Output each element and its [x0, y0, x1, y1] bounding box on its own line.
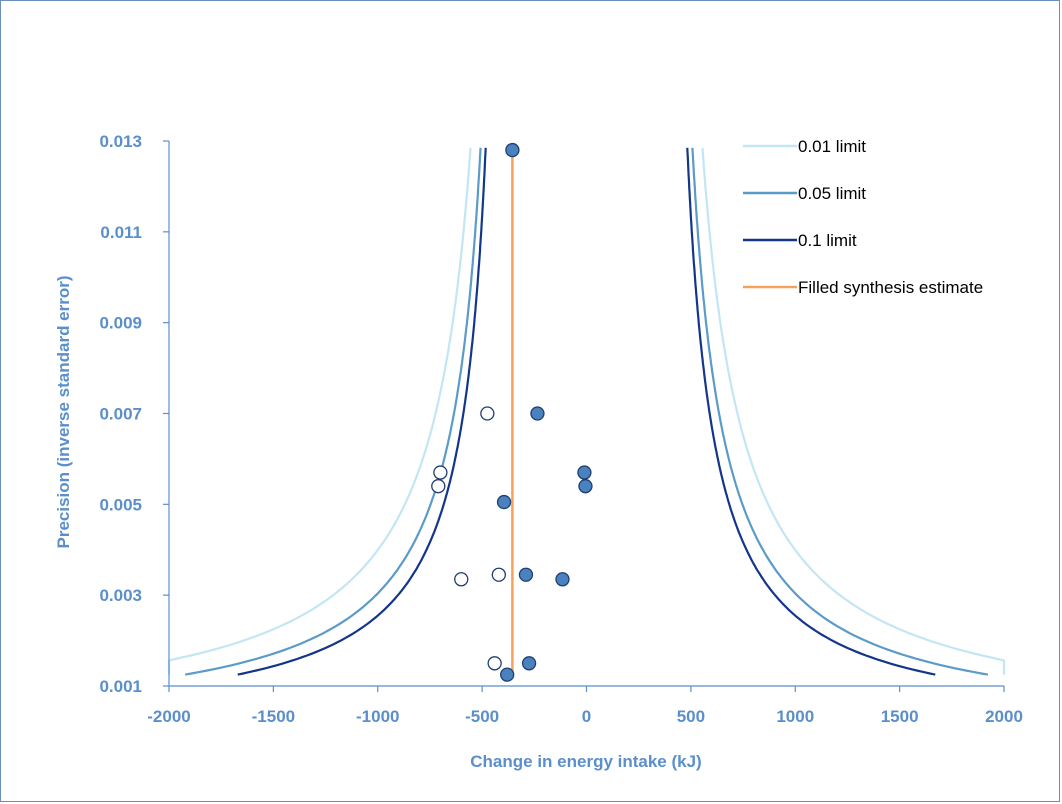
x-tick-label: 500	[677, 707, 705, 726]
x-axis-title: Change in energy intake (kJ)	[470, 752, 701, 771]
observed-study-point	[530, 406, 545, 421]
observed-study-point	[521, 656, 537, 671]
y-tick-label: 0.007	[99, 405, 142, 424]
x-tick-label: -500	[465, 707, 499, 726]
filled-study-point	[487, 656, 502, 671]
limit-curve-right-0	[701, 147, 1006, 675]
y-tick-label: 0.003	[99, 586, 142, 605]
legend-label: Filled synthesis estimate	[798, 278, 983, 297]
x-tick-label: 1500	[881, 707, 919, 726]
y-tick-label: 0.013	[99, 132, 142, 151]
plot-area	[167, 142, 1006, 682]
observed-study-point	[577, 465, 592, 480]
limit-curve-right-2	[686, 147, 936, 676]
observed-study-point	[500, 667, 515, 682]
y-axis-title: Precision (inverse standard error)	[54, 275, 73, 548]
x-tick-label: 0	[582, 707, 591, 726]
observed-study-point	[578, 479, 593, 494]
filled-study-point	[431, 479, 446, 494]
x-tick-label: 1000	[776, 707, 814, 726]
x-tick-label: 2000	[985, 707, 1023, 726]
legend-label: 0.01 limit	[798, 137, 866, 156]
filled-study-point	[433, 465, 448, 480]
legend-label: 0.1 limit	[798, 231, 857, 250]
y-tick-label: 0.011	[100, 223, 142, 242]
filled-study-point	[454, 572, 469, 587]
axes: -2000 -1500 -1000 -500 0 500 1000 1500 2000 0.013…	[99, 132, 1022, 726]
x-tick-label: -1000	[356, 707, 399, 726]
observed-study-point	[496, 494, 512, 510]
y-tick-label: 0.005	[99, 495, 142, 514]
legend-label: 0.05 limit	[798, 184, 866, 203]
filled-study-point	[480, 406, 495, 421]
y-tick-label: 0.001	[99, 677, 142, 696]
observed-study-point	[518, 567, 534, 582]
observed-study-point	[505, 142, 520, 158]
x-tick-label: -2000	[147, 707, 190, 726]
filled-study-point	[491, 567, 506, 582]
limit-curve-left-2	[237, 147, 487, 676]
observed-study-point	[555, 572, 570, 587]
legend: 0.01 limit 0.05 limit 0.1 limit Filled synt…	[743, 137, 983, 297]
x-tick-label: -1500	[252, 707, 295, 726]
y-tick-label: 0.009	[99, 314, 142, 333]
limit-curve-left-0	[167, 147, 472, 675]
limit-curve-right-1	[691, 147, 989, 676]
